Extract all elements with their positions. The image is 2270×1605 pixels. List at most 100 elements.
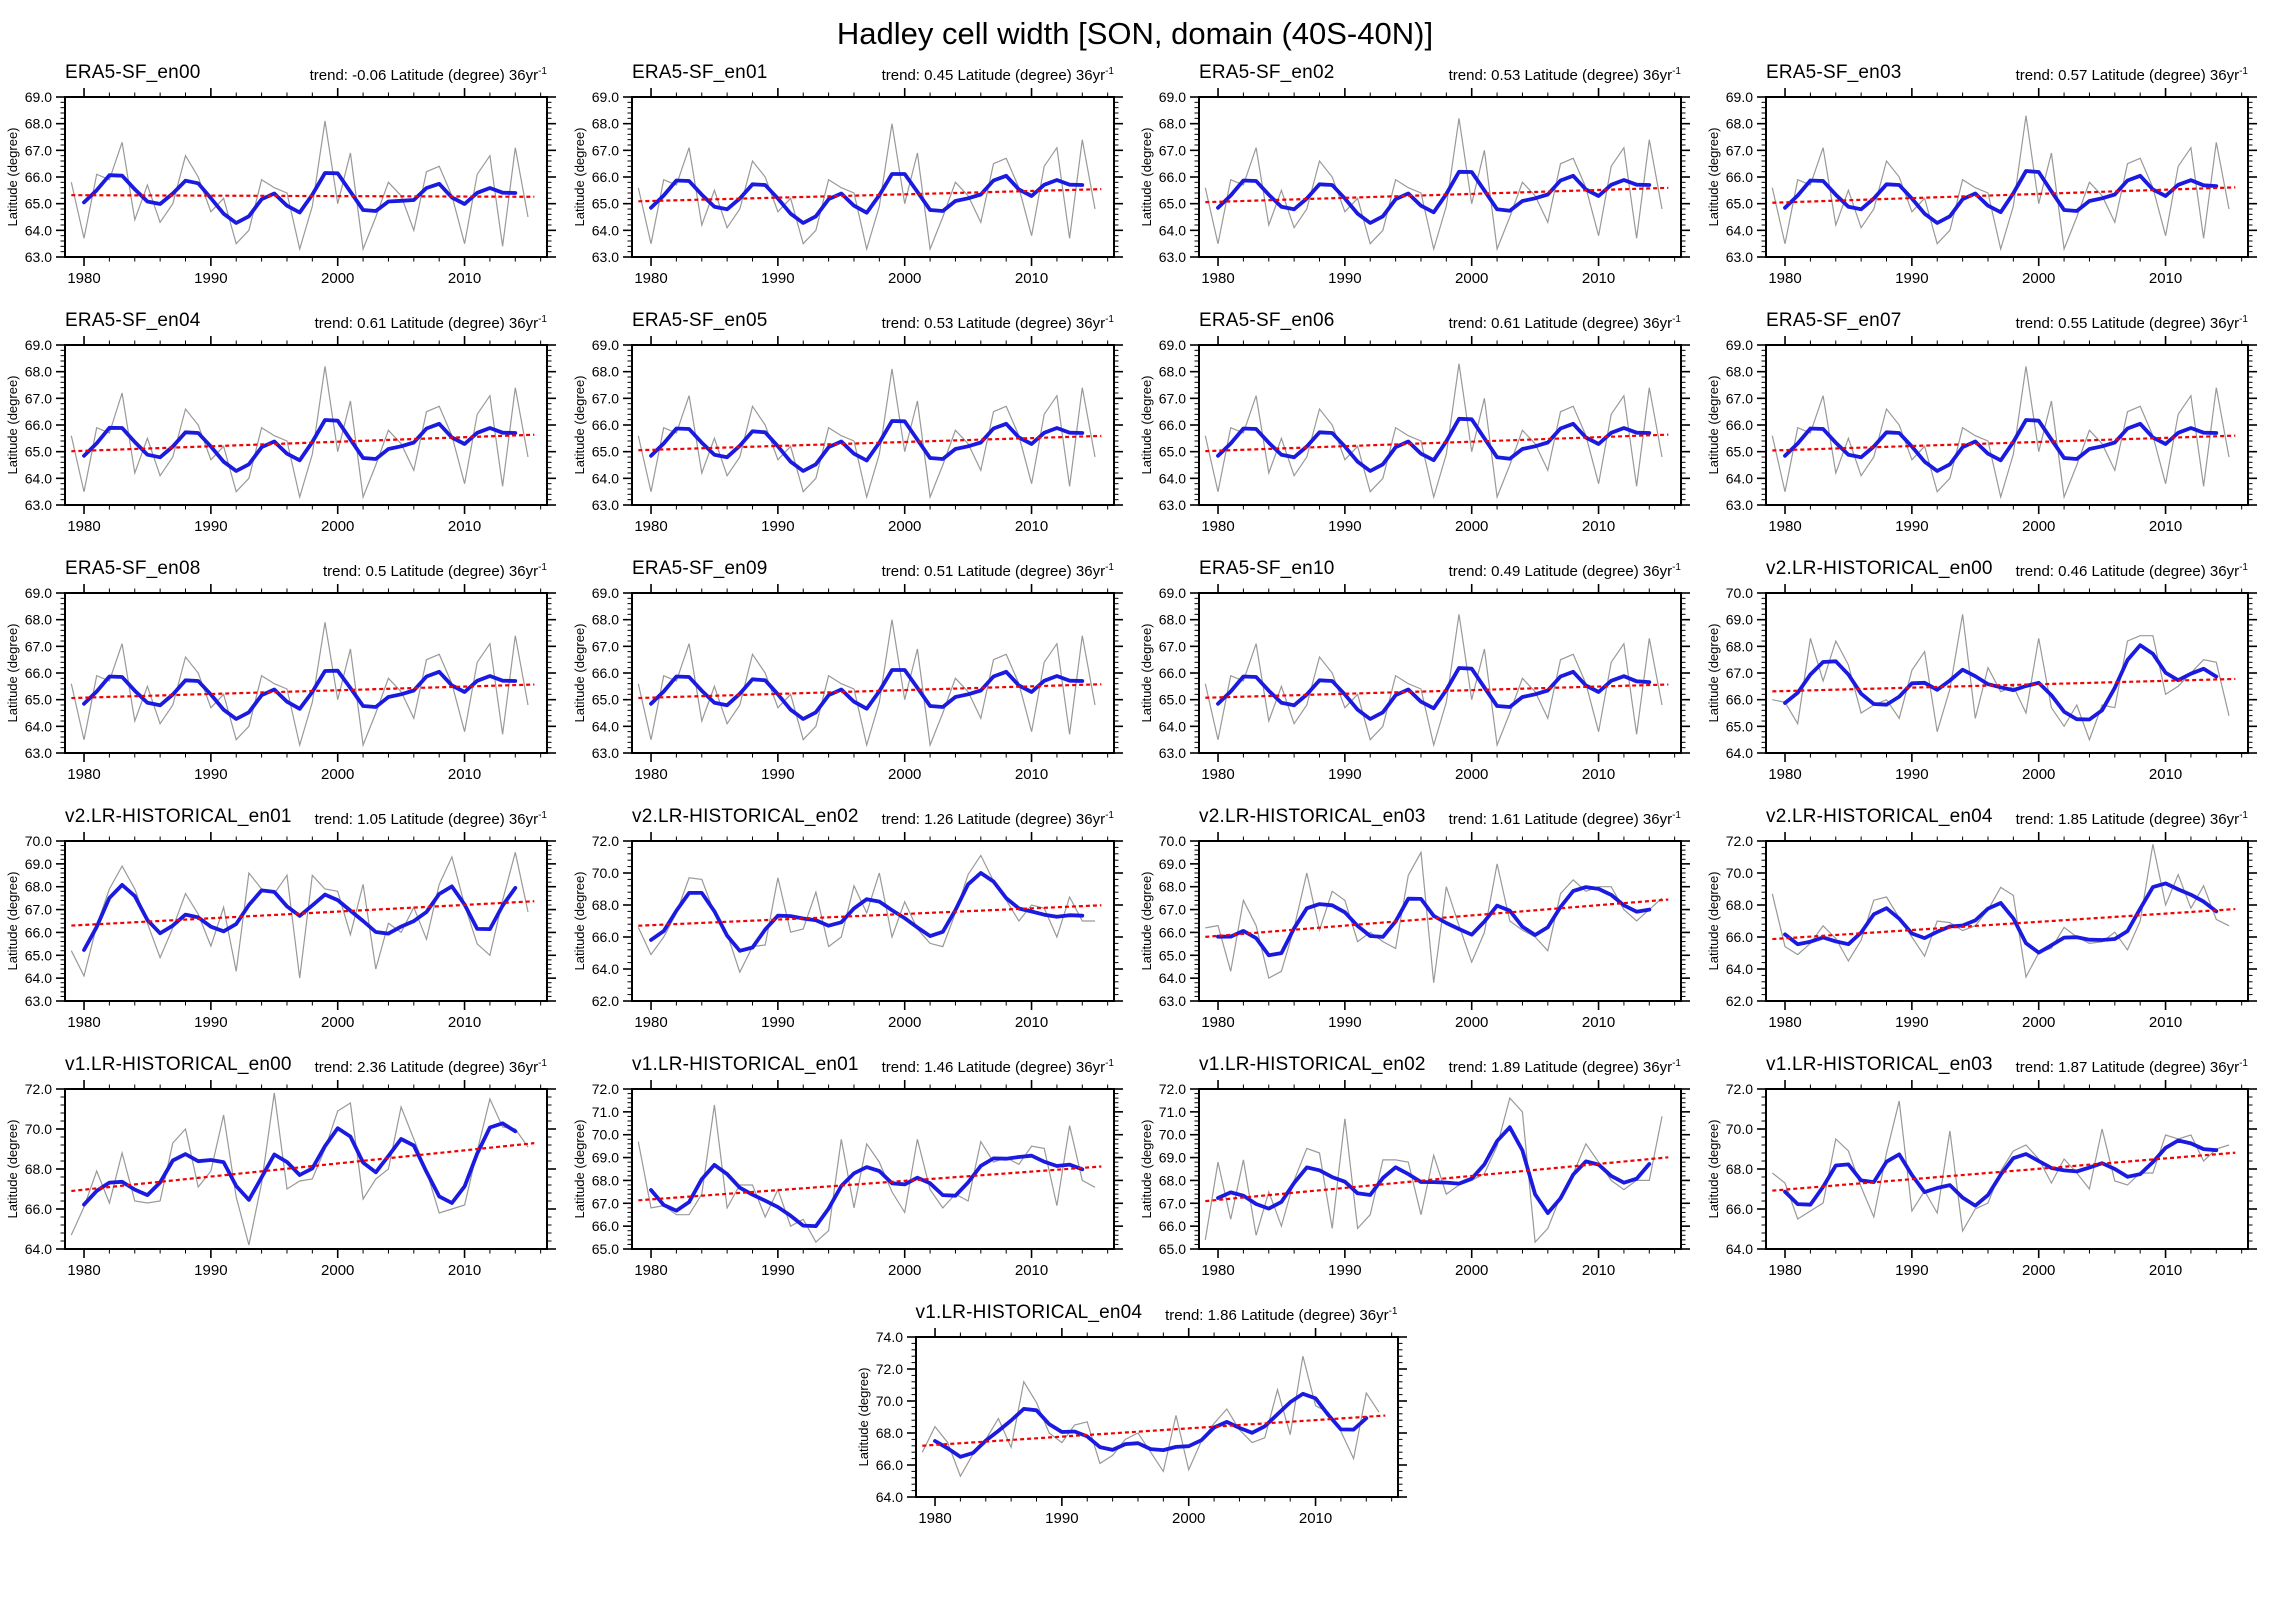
y-tick-label: 72.0 <box>592 1081 619 1097</box>
x-tick-label: 2010 <box>2149 270 2182 287</box>
panel-title: v2.LR-HISTORICAL_en01 <box>65 806 292 827</box>
panel-header: ERA5-SF_en07 trend: 0.55 Latitude (degree… <box>1766 302 2248 333</box>
y-tick-label: 66.0 <box>875 1457 902 1473</box>
y-tick-label: 69.0 <box>1726 337 1753 353</box>
panel-title: ERA5-SF_en02 <box>1199 62 1335 83</box>
y-tick-label: 64.0 <box>592 222 619 238</box>
trend-units: Latitude (degree) 36yr <box>2087 315 2240 332</box>
x-tick-label: 2000 <box>321 518 354 535</box>
x-tick-label: 2000 <box>321 766 354 783</box>
y-tick-label: 64.0 <box>1159 222 1186 238</box>
trend-value: 1.46 <box>924 1059 954 1076</box>
x-tick-label: 1980 <box>1768 1014 1801 1031</box>
trend-value: 0.61 <box>357 315 387 332</box>
panel-trend-label: trend: 0.49 Latitude (degree) 36yr-1 <box>1449 562 1681 580</box>
trend-units: Latitude (degree) 36yr <box>386 1059 539 1076</box>
plot-frame <box>64 840 548 1002</box>
y-axis-label: Latitude (degree) <box>1706 375 1721 474</box>
y-tick-label: 69.0 <box>1159 337 1186 353</box>
annual-line <box>1771 1100 2230 1233</box>
trend-value: 1.86 <box>1207 1307 1237 1324</box>
trend-units: Latitude (degree) 36yr <box>1520 811 1673 828</box>
panel-trend-label: trend: 1.85 Latitude (degree) 36yr-1 <box>2016 810 2248 828</box>
y-tick-label: 64.0 <box>875 1489 902 1505</box>
trend-units: Latitude (degree) 36yr <box>1520 315 1673 332</box>
annual-line <box>70 852 529 979</box>
panel-ERA5-SF_en08: ERA5-SF_en08 trend: 0.5 Latitude (degree)… <box>1 550 568 795</box>
y-tick-label: 68.0 <box>1159 364 1186 380</box>
smoothed-line <box>649 871 1085 953</box>
y-tick-label: 69.0 <box>1159 856 1186 872</box>
y-tick-label: 64.0 <box>1159 470 1186 486</box>
y-tick-label: 67.0 <box>25 638 52 654</box>
trend-value: 1.87 <box>2058 1059 2088 1076</box>
x-tick-label: 1990 <box>1895 1262 1928 1279</box>
y-tick-label: 69.0 <box>592 89 619 105</box>
y-tick-label: 70.0 <box>1726 585 1753 601</box>
y-tick-label: 72.0 <box>1159 1081 1186 1097</box>
trend-exponent: -1 <box>1105 810 1114 821</box>
trend-exponent: -1 <box>1388 1306 1398 1317</box>
trend-prefix: trend: <box>1165 1307 1208 1324</box>
panels-grid: ERA5-SF_en00 trend: -0.06 Latitude (degre… <box>1 54 2269 1539</box>
y-tick-label: 66.0 <box>1726 1201 1753 1217</box>
trend-units: Latitude (degree) 36yr <box>2087 67 2240 84</box>
trend-prefix: trend: <box>309 67 353 84</box>
y-tick-label: 68.0 <box>1159 612 1186 628</box>
panel-v1.LR-HISTORICAL_en04: v1.LR-HISTORICAL_en04 trend: 1.86 Latitud… <box>852 1294 1419 1539</box>
trend-prefix: trend: <box>881 563 925 580</box>
panel-ERA5-SF_en05: ERA5-SF_en05 trend: 0.53 Latitude (degree… <box>568 302 1135 547</box>
panel-trend-label: trend: 0.61 Latitude (degree) 36yr-1 <box>1449 314 1681 332</box>
y-tick-label: 69.0 <box>1159 89 1186 105</box>
y-tick-label: 64.0 <box>1159 970 1186 986</box>
y-tick-label: 67.0 <box>592 390 619 406</box>
y-tick-label: 64.0 <box>1726 1241 1753 1257</box>
y-axis-label: Latitude (degree) <box>572 623 587 722</box>
panel-title: ERA5-SF_en10 <box>1199 558 1335 579</box>
x-tick-label: 2010 <box>1582 270 1615 287</box>
y-tick-label: 72.0 <box>592 833 619 849</box>
x-tick-label: 2010 <box>448 518 481 535</box>
y-tick-label: 66.0 <box>25 924 52 940</box>
smoothed-line <box>1216 416 1652 473</box>
panel-trend-label: trend: 1.89 Latitude (degree) 36yr-1 <box>1449 1058 1681 1076</box>
trend-units: Latitude (degree) 36yr <box>953 1059 1106 1076</box>
y-tick-label: 68.0 <box>592 612 619 628</box>
trend-exponent: -1 <box>1672 1058 1681 1069</box>
x-tick-label: 1980 <box>634 1262 667 1279</box>
trend-units: Latitude (degree) 36yr <box>953 563 1106 580</box>
y-tick-label: 68.0 <box>1726 364 1753 380</box>
plot-svg: 63.0 64.0 65.0 66.0 67.0 68.0 69.0 1980 1990 2000… <box>572 336 1123 535</box>
x-tick-label: 2000 <box>1455 1014 1488 1031</box>
trend-value: 1.85 <box>2058 811 2088 828</box>
panel-trend-label: trend: 1.87 Latitude (degree) 36yr-1 <box>2016 1058 2248 1076</box>
y-tick-label: 63.0 <box>592 745 619 761</box>
trend-line <box>1205 186 1669 204</box>
smoothed-line <box>1216 169 1652 225</box>
x-tick-label: 1980 <box>67 270 100 287</box>
trend-line <box>1772 907 2236 941</box>
x-tick-label: 2010 <box>1582 1014 1615 1031</box>
trend-prefix: trend: <box>1448 563 1492 580</box>
y-tick-label: 74.0 <box>875 1329 902 1345</box>
panel-trend-label: trend: 0.61 Latitude (degree) 36yr-1 <box>315 314 547 332</box>
trend-value: 0.57 <box>2058 67 2088 84</box>
panel-ERA5-SF_en03: ERA5-SF_en03 trend: 0.57 Latitude (degree… <box>1702 54 2269 299</box>
x-tick-label: 2000 <box>888 270 921 287</box>
trend-prefix: trend: <box>2015 67 2059 84</box>
panel-header: ERA5-SF_en08 trend: 0.5 Latitude (degree)… <box>65 550 547 581</box>
smoothed-line <box>1216 1125 1652 1216</box>
trend-prefix: trend: <box>1448 811 1492 828</box>
y-tick-label: 72.0 <box>1726 833 1753 849</box>
y-axis-label: Latitude (degree) <box>5 1119 20 1218</box>
y-tick-label: 65.0 <box>25 444 52 460</box>
y-tick-label: 65.0 <box>1726 444 1753 460</box>
plot-svg: 63.0 64.0 65.0 66.0 67.0 68.0 69.0 1980 1990 2000… <box>5 584 556 783</box>
trend-value: 0.45 <box>924 67 954 84</box>
panel-title: ERA5-SF_en04 <box>65 310 201 331</box>
y-axis-label: Latitude (degree) <box>1706 1119 1721 1218</box>
x-tick-label: 2000 <box>1455 766 1488 783</box>
y-tick-label: 65.0 <box>25 196 52 212</box>
smoothed-line <box>82 883 518 952</box>
y-tick-label: 69.0 <box>592 585 619 601</box>
